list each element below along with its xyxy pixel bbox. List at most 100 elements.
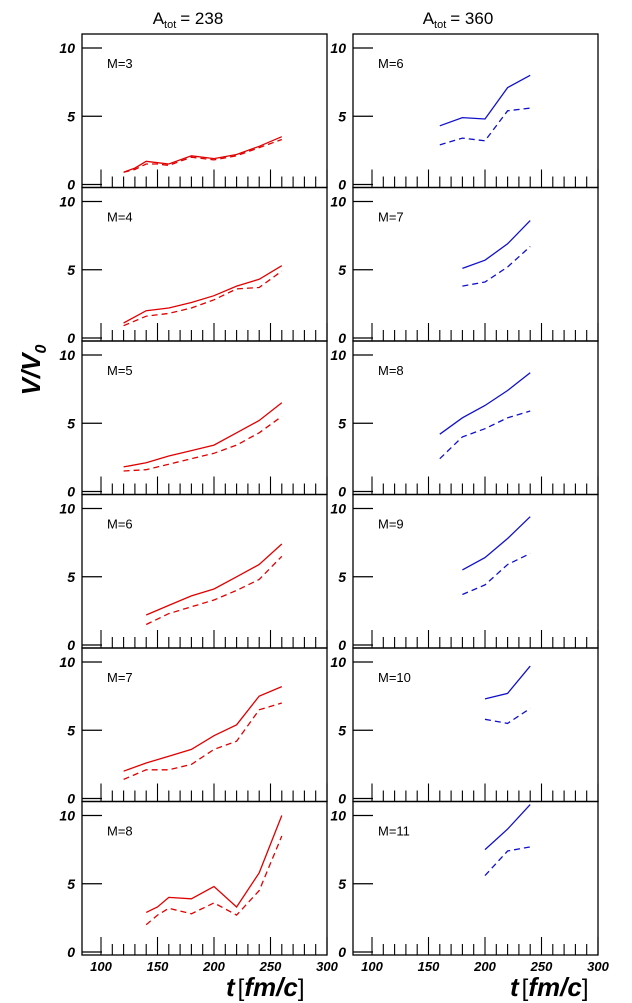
panel-label: M=7 [378,210,404,225]
x-tick-label: 100 [90,959,112,974]
x-tick-label: 300 [316,959,338,974]
panel-label: M=7 [107,670,133,685]
y-tick-label: 10 [330,808,346,824]
y-tick-label: 0 [338,484,346,500]
series-line-solid [123,136,283,173]
y-axis-title: V/V0 [16,344,50,395]
series-line-dashed [145,835,283,926]
y-tick-label: 10 [59,194,75,210]
y-tick-label: 5 [338,876,346,892]
y-tick-label: 0 [338,791,346,807]
panel-label: M=8 [378,363,404,378]
y-tick-label: 10 [330,347,346,363]
panel: 0 5 10 M=7 [330,186,599,346]
panel: 0 5 10 M=11 100 150 200 250 300 [330,800,610,974]
x-tick-label: 300 [587,959,609,974]
series-line-dashed [123,270,283,327]
x-tick-label: 250 [530,959,553,974]
panel-frame [81,800,328,956]
y-tick-label: 10 [330,654,346,670]
series-line-dashed [439,107,531,146]
series-line-solid [439,372,531,435]
series-line-solid [145,543,283,616]
series-line-dashed [484,707,531,725]
panel: 0 5 10 M=7 [59,647,328,807]
y-tick-label: 5 [338,722,346,738]
panel: 0 5 10 M=8 [330,340,599,500]
panel: 0 5 10 M=6 [59,493,328,653]
y-tick-label: 0 [67,944,75,960]
series-line-solid [145,815,283,913]
y-tick-label: 0 [338,637,346,653]
y-tick-label: 5 [67,415,75,431]
panel: 0 5 10 M=4 [59,186,328,346]
x-tick-label: 100 [361,959,383,974]
panel-label: M=5 [107,363,133,378]
y-tick-label: 10 [59,654,75,670]
series-line-dashed [123,702,282,780]
y-tick-label: 5 [338,262,346,278]
x-tick-label: 150 [418,959,440,974]
column-title-left: Atot = 238 [153,9,224,31]
panel-grid: 0 5 10 M=3 0 5 10 M=4 0 5 10 M=5 0 5 10 M=6 0 5 10 M=7 0 5 10 M… [59,33,610,974]
y-tick-label: 10 [59,808,75,824]
series-line-solid [484,665,531,700]
y-tick-label: 5 [67,108,75,124]
y-tick-label: 0 [67,484,75,500]
series-line-dashed [462,246,531,287]
panel: 0 5 10 M=8 100 150 200 250 300 [59,800,339,974]
y-tick-label: 10 [330,194,346,210]
series-line-dashed [484,846,531,877]
x-tick-label: 150 [147,959,169,974]
panel: 0 5 10 M=6 [330,33,599,193]
y-tick-label: 5 [67,722,75,738]
y-tick-label: 10 [59,40,75,56]
panel-label: M=8 [107,824,133,839]
y-tick-label: 5 [67,876,75,892]
x-tick-label: 250 [259,959,282,974]
y-tick-label: 0 [67,177,75,193]
column-title-right: Atot = 360 [423,9,494,31]
y-tick-label: 0 [67,791,75,807]
panel-label: M=10 [378,670,411,685]
x-tick-label: 200 [473,959,496,974]
y-tick-label: 5 [67,569,75,585]
series-line-solid [484,804,531,851]
series-line-dashed [123,415,283,472]
y-tick-label: 5 [338,108,346,124]
y-tick-label: 10 [59,347,75,363]
series-line-dashed [462,552,531,596]
panel-label: M=11 [378,824,410,839]
y-tick-label: 5 [67,262,75,278]
x-axis-title-right: t [fm/c] [510,972,588,1002]
series-line-solid [123,265,283,324]
series-line-dashed [145,555,283,626]
panel-label: M=3 [107,56,133,71]
series-line-solid [123,402,283,468]
series-line-dashed [439,410,531,460]
y-tick-label: 5 [338,569,346,585]
panel-label: M=4 [107,210,133,225]
panel-label: M=6 [378,56,404,71]
series-line-solid [439,74,531,127]
x-tick-label: 200 [202,959,225,974]
panel-label: M=6 [107,517,133,532]
x-axis-title-left: t [fm/c] [226,972,304,1002]
y-tick-label: 0 [338,177,346,193]
series-line-dashed [123,138,283,173]
y-tick-label: 0 [338,944,346,960]
y-tick-label: 10 [59,501,75,517]
panel-label: M=9 [378,517,404,532]
panel: 0 5 10 M=5 [59,340,328,500]
y-tick-label: 5 [338,415,346,431]
y-tick-label: 10 [330,501,346,517]
series-line-solid [123,686,283,772]
series-line-solid [462,516,531,571]
panel: 0 5 10 M=9 [330,493,599,653]
y-tick-label: 10 [330,40,346,56]
panel: 0 5 10 M=10 [330,647,599,807]
panel-frame [352,800,599,956]
panel: 0 5 10 M=3 [59,33,328,193]
y-tick-label: 0 [67,330,75,346]
